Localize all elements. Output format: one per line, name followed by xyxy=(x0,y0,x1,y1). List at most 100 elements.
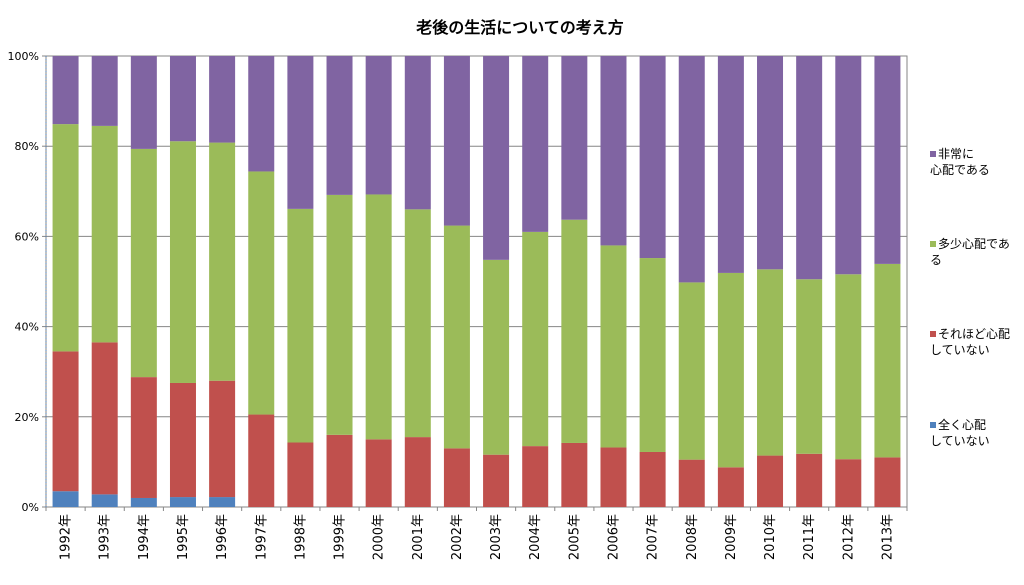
bar-segment-2 xyxy=(600,447,627,507)
bar-segment-1 xyxy=(130,497,157,507)
legend-item: それほど心配 していない xyxy=(930,326,1022,358)
bar-segment-1 xyxy=(209,497,236,507)
bar-segment-3 xyxy=(52,124,79,352)
y-tick-label: 0% xyxy=(22,501,39,514)
bar-segment-3 xyxy=(757,269,784,456)
x-tick-label: 2005年 xyxy=(567,514,582,560)
bar-segment-3 xyxy=(639,258,666,452)
x-tick-label: 1997年 xyxy=(254,514,269,560)
bar-segment-2 xyxy=(561,442,588,507)
bar-segment-4 xyxy=(796,56,823,280)
bar-segment-3 xyxy=(483,259,510,455)
legend-label-line: それほど心配 xyxy=(930,326,1022,342)
bar-segment-4 xyxy=(248,56,275,172)
bar-segment-4 xyxy=(483,56,510,260)
legend-label-line: 全く心配 xyxy=(930,417,1022,433)
legend-label-line: 多少心配であ xyxy=(930,236,1022,252)
chart-title: 老後の生活についての考え方 xyxy=(416,18,624,37)
bar-segment-3 xyxy=(365,194,392,440)
x-tick-label: 2003年 xyxy=(489,514,504,560)
bar-segment-2 xyxy=(248,414,275,507)
bar-segment-3 xyxy=(835,274,862,460)
x-tick-label: 2001年 xyxy=(411,514,426,560)
x-tick-label: 2012年 xyxy=(841,514,856,560)
bar-segment-2 xyxy=(52,351,79,492)
bar-segment-4 xyxy=(443,56,470,226)
x-tick-label: 1993年 xyxy=(98,514,113,560)
bar-segment-3 xyxy=(600,245,627,448)
y-tick-label: 60% xyxy=(15,230,39,243)
x-tick-label: 2004年 xyxy=(528,514,543,560)
x-tick-label: 1996年 xyxy=(215,514,230,560)
legend-label-line: 非常に xyxy=(930,146,1022,162)
bar-segment-4 xyxy=(209,56,236,143)
bar-segment-3 xyxy=(248,171,275,415)
bar-segment-2 xyxy=(757,455,784,507)
bar-segment-1 xyxy=(52,491,79,507)
x-tick-label: 1998年 xyxy=(293,514,308,560)
x-tick-label: 1994年 xyxy=(137,514,152,560)
x-tick-label: 1992年 xyxy=(59,514,74,560)
bar-segment-2 xyxy=(91,342,118,495)
bar-segment-2 xyxy=(639,451,666,507)
y-tick-label: 40% xyxy=(15,321,39,334)
legend-swatch xyxy=(930,151,936,157)
x-tick-label: 2008年 xyxy=(685,514,700,560)
bar-segment-2 xyxy=(169,382,196,498)
bar-segment-2 xyxy=(287,442,314,507)
bar-segment-2 xyxy=(209,380,236,498)
bar-segment-4 xyxy=(404,56,431,210)
x-tick-label: 2013年 xyxy=(880,514,895,560)
bar-segment-2 xyxy=(874,457,901,507)
axes: 0% 20% 40% 60% 80% 100% 1992年 1993年 1994年 1995年 19… xyxy=(8,50,908,560)
bar-segment-4 xyxy=(287,56,314,209)
bar-segment-2 xyxy=(326,434,353,507)
bar-segment-4 xyxy=(52,56,79,125)
bar-segment-4 xyxy=(717,56,744,273)
legend-swatch xyxy=(930,241,936,247)
bar-segment-3 xyxy=(130,148,157,378)
bar-segment-3 xyxy=(678,282,705,460)
bar-segment-2 xyxy=(365,439,392,507)
bar-segment-4 xyxy=(639,56,666,259)
bar-segment-4 xyxy=(169,56,196,142)
bar-segment-2 xyxy=(522,446,549,507)
bar-segment-1 xyxy=(91,494,118,507)
legend-label-line: る xyxy=(930,253,943,267)
bar-segment-3 xyxy=(209,142,236,381)
x-tick-label: 2010年 xyxy=(763,514,778,560)
bar-segment-4 xyxy=(678,56,705,283)
x-tick-label: 2011年 xyxy=(802,514,817,560)
legend-item: 全く心配 していない xyxy=(930,417,1022,449)
bar-segment-2 xyxy=(483,454,510,507)
legend-label-line: していない xyxy=(930,434,990,448)
bar-segment-4 xyxy=(130,56,157,149)
x-tick-label: 1999年 xyxy=(333,514,348,560)
bar-segment-2 xyxy=(835,459,862,507)
y-tick-label: 100% xyxy=(8,50,39,63)
y-tick-label: 20% xyxy=(15,411,39,424)
bar-segment-4 xyxy=(561,56,588,220)
bar-segment-4 xyxy=(365,56,392,195)
bar-segment-4 xyxy=(522,56,549,232)
bar-segment-3 xyxy=(796,279,823,454)
bar-segment-2 xyxy=(678,459,705,507)
bar-segment-3 xyxy=(522,231,549,447)
x-tick-label: 2006年 xyxy=(606,514,621,560)
bar-segment-3 xyxy=(326,194,353,435)
bar-segment-3 xyxy=(169,141,196,383)
bar-segment-3 xyxy=(404,209,431,438)
legend-label-line: 心配である xyxy=(930,163,990,177)
bar-segment-2 xyxy=(796,453,823,507)
bar-segment-1 xyxy=(169,497,196,507)
bar-segment-3 xyxy=(561,219,588,443)
bars xyxy=(52,56,901,507)
bar-segment-4 xyxy=(874,56,901,264)
bar-segment-2 xyxy=(404,437,431,507)
y-tick-label: 80% xyxy=(15,140,39,153)
bar-segment-2 xyxy=(130,377,157,498)
bar-segment-3 xyxy=(443,225,470,449)
bar-segment-3 xyxy=(91,125,118,343)
bar-segment-3 xyxy=(717,272,744,468)
